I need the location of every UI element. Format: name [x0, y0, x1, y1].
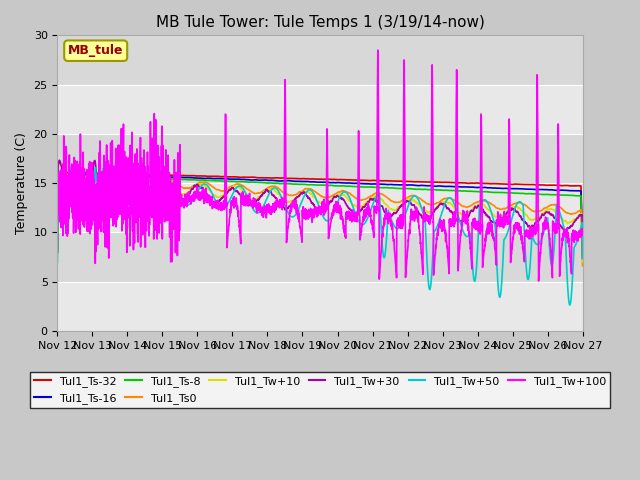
- Tul1_Ts-16: [278, 178, 285, 184]
- Tul1_Tw+10: [255, 194, 263, 200]
- Tul1_Tw+50: [512, 204, 520, 209]
- Tul1_Tw+50: [114, 185, 122, 191]
- Tul1_Ts-16: [145, 173, 152, 179]
- Tul1_Tw+100: [569, 237, 577, 242]
- Tul1_Tw+100: [54, 162, 61, 168]
- Tul1_Tw+50: [102, 161, 109, 167]
- Tul1_Tw+30: [114, 173, 122, 179]
- Tul1_Ts-16: [568, 188, 576, 193]
- Tul1_Ts-32: [54, 249, 61, 254]
- Tul1_Tw+50: [54, 259, 61, 265]
- Tul1_Ts-32: [568, 183, 576, 189]
- Tul1_Tw+30: [255, 196, 263, 202]
- Tul1_Ts0: [60, 169, 68, 175]
- Tul1_Ts0: [278, 189, 285, 194]
- Tul1_Tw+30: [568, 223, 576, 228]
- Bar: [58, 36, 582, 84]
- Tul1_Tw+10: [579, 259, 586, 265]
- Tul1_Tw+100: [579, 231, 586, 237]
- Tul1_Tw+50: [569, 274, 577, 280]
- Tul1_Tw+30: [278, 204, 285, 209]
- Line: Tul1_Ts-32: Tul1_Ts-32: [58, 172, 582, 252]
- Tul1_Tw+30: [579, 255, 586, 261]
- Tul1_Ts-8: [568, 192, 576, 198]
- Tul1_Ts-16: [56, 170, 64, 176]
- Tul1_Tw+100: [145, 208, 152, 214]
- Tul1_Ts-8: [278, 181, 285, 187]
- Line: Tul1_Tw+100: Tul1_Tw+100: [58, 50, 582, 281]
- Tul1_Ts0: [54, 244, 61, 250]
- Tul1_Tw+100: [374, 47, 381, 53]
- Tul1_Tw+50: [278, 195, 285, 201]
- Tul1_Ts-16: [579, 251, 586, 257]
- Bar: [58, 232, 582, 282]
- Tul1_Ts0: [579, 263, 586, 269]
- Tul1_Tw+100: [512, 220, 520, 226]
- Tul1_Ts-8: [512, 191, 520, 196]
- Tul1_Ts0: [145, 183, 152, 189]
- Tul1_Tw+50: [566, 302, 573, 308]
- Tul1_Ts-32: [145, 172, 152, 178]
- Tul1_Ts-32: [56, 169, 63, 175]
- Tul1_Ts-16: [255, 178, 263, 183]
- Tul1_Tw+10: [568, 218, 576, 224]
- Tul1_Ts0: [255, 190, 263, 196]
- Tul1_Tw+10: [512, 204, 520, 210]
- Tul1_Tw+30: [512, 208, 520, 214]
- Tul1_Tw+10: [145, 188, 152, 194]
- Tul1_Tw+50: [255, 210, 263, 216]
- Bar: [58, 84, 582, 134]
- Tul1_Ts-32: [278, 175, 285, 181]
- Tul1_Ts-8: [56, 171, 63, 177]
- Bar: [58, 282, 582, 331]
- Line: Tul1_Tw+10: Tul1_Tw+10: [58, 172, 582, 262]
- Tul1_Tw+100: [255, 207, 262, 213]
- Line: Tul1_Ts0: Tul1_Ts0: [58, 172, 582, 266]
- Tul1_Tw+10: [278, 195, 285, 201]
- Tul1_Ts-8: [145, 175, 152, 181]
- Tul1_Tw+100: [278, 201, 285, 207]
- Line: Tul1_Ts-8: Tul1_Ts-8: [58, 174, 582, 257]
- Bar: [58, 183, 582, 232]
- Tul1_Ts-8: [255, 180, 263, 185]
- Tul1_Tw+30: [54, 246, 61, 252]
- Tul1_Ts-32: [579, 248, 586, 254]
- Y-axis label: Temperature (C): Temperature (C): [15, 132, 28, 234]
- Line: Tul1_Tw+30: Tul1_Tw+30: [58, 160, 582, 258]
- Tul1_Tw+30: [56, 157, 63, 163]
- Tul1_Ts-32: [114, 171, 122, 177]
- Tul1_Ts0: [512, 201, 520, 206]
- Tul1_Tw+10: [54, 249, 61, 255]
- Tul1_Ts-16: [512, 186, 520, 192]
- Legend: Tul1_Ts-32, Tul1_Ts-16, Tul1_Ts-8, Tul1_Ts0, Tul1_Tw+10, Tul1_Tw+30, Tul1_Tw+50,: Tul1_Ts-32, Tul1_Ts-16, Tul1_Ts-8, Tul1_…: [29, 372, 611, 408]
- Line: Tul1_Tw+50: Tul1_Tw+50: [58, 164, 582, 305]
- Tul1_Ts0: [568, 211, 576, 217]
- Tul1_Tw+50: [579, 255, 586, 261]
- Tul1_Tw+10: [58, 169, 65, 175]
- Tul1_Tw+100: [113, 175, 121, 181]
- Tul1_Tw+100: [535, 278, 543, 284]
- Line: Tul1_Ts-16: Tul1_Ts-16: [58, 173, 582, 254]
- Text: MB_tule: MB_tule: [68, 44, 124, 57]
- Title: MB Tule Tower: Tule Temps 1 (3/19/14-now): MB Tule Tower: Tule Temps 1 (3/19/14-now…: [156, 15, 484, 30]
- Tul1_Tw+50: [145, 202, 152, 207]
- Tul1_Ts0: [114, 181, 122, 187]
- Tul1_Ts-8: [579, 254, 586, 260]
- Tul1_Ts-8: [114, 174, 122, 180]
- Tul1_Ts-8: [54, 250, 61, 255]
- Tul1_Tw+30: [145, 203, 152, 209]
- Tul1_Ts-32: [255, 175, 263, 180]
- Bar: [58, 134, 582, 183]
- Tul1_Ts-16: [114, 172, 122, 178]
- Tul1_Ts-32: [512, 181, 520, 187]
- Tul1_Tw+10: [114, 185, 122, 191]
- Tul1_Ts-16: [54, 249, 61, 255]
